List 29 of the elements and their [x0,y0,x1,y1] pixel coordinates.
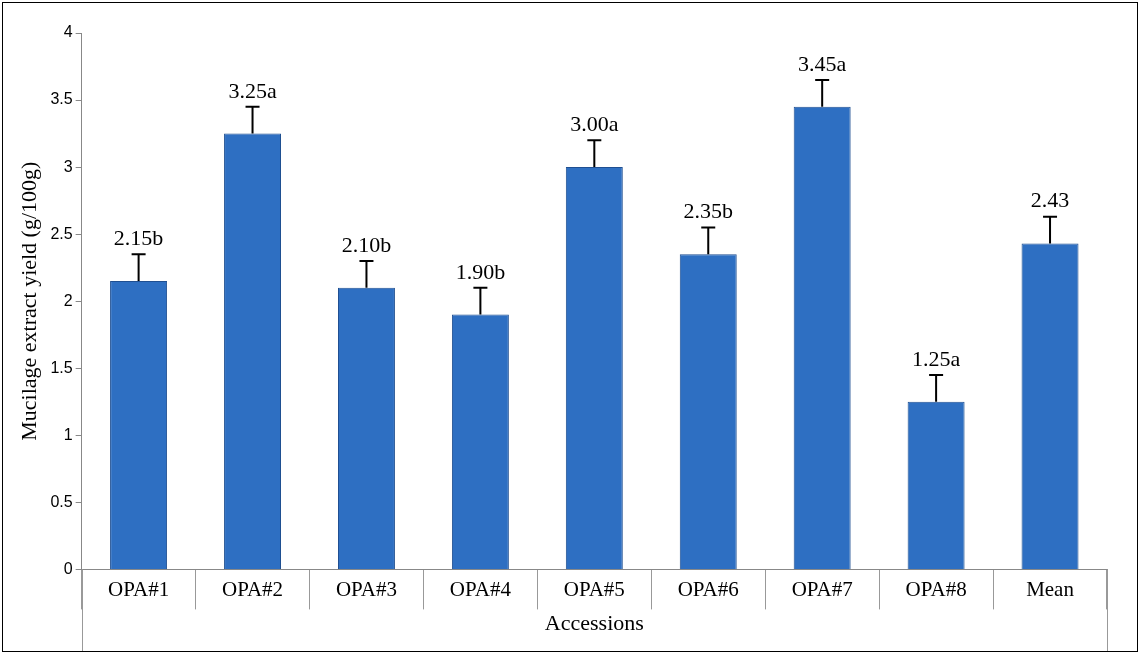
data-label: 2.43 [1030,187,1070,213]
y-tick-label: 0 [63,559,73,577]
data-label: 1.25a [911,345,961,371]
x-tick-label: OPA#2 [221,576,284,601]
y-tick-label: 1 [63,425,73,443]
data-label: 2.15b [113,225,164,251]
x-tick-label: OPA#6 [677,576,739,601]
data-label: 2.35b [683,198,733,224]
y-tick-label: 2 [63,291,73,309]
x-tick-label: Mean [1026,576,1075,601]
x-tick-label: OPA#3 [335,576,398,601]
y-tick-label: 4 [63,23,73,41]
data-label: 3.25a [228,77,277,103]
data-label: 3.45a [798,50,847,76]
data-label: 3.00a [570,111,619,137]
y-tick-label: 1.5 [50,358,73,376]
x-tick-label: OPA#4 [449,576,512,601]
y-tick-label: 3.5 [50,90,73,108]
x-tick-label: OPA#5 [563,576,625,601]
x-tick-label: OPA#8 [905,576,967,601]
x-tick-label: OPA#7 [791,576,853,601]
x-axis-title: Accessions [544,609,644,635]
data-label: 2.10b [341,231,392,257]
y-tick-label: 3 [63,157,73,175]
x-tick-label: OPA#1 [108,576,170,601]
data-label: 1.90b [455,258,506,284]
y-tick-label: 0.5 [50,492,73,510]
y-axis-title: Mucilage extract yield (g/100g) [15,161,41,441]
y-tick-label: 2.5 [50,224,73,242]
